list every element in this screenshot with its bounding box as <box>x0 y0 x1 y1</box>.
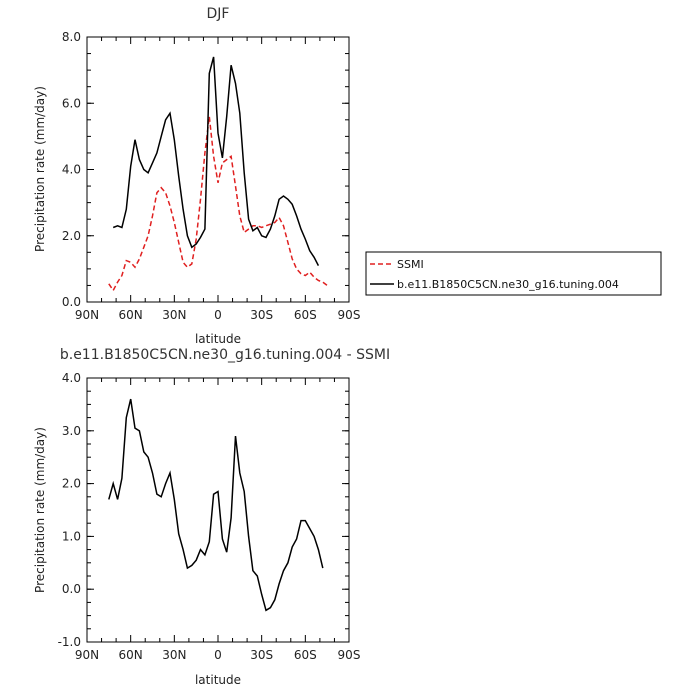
legend-label-ssmi: SSMI <box>397 258 424 271</box>
panel-bottom: b.e11.B1850C5CN.ne30_g16.tuning.004 - SS… <box>33 347 390 687</box>
ytick-label-top: 0.0 <box>62 295 81 309</box>
xtick-label-bottom: 30N <box>162 648 186 662</box>
xtick-label-bottom: 30S <box>250 648 273 662</box>
xtick-label-top: 30S <box>250 308 273 322</box>
ytick-label-bottom: -1.0 <box>58 635 81 649</box>
panel-top-tick-labels: 90N 60N 30N 0 30S 60S 90S 0.0 2.0 4.0 6.0 8.0 <box>62 30 361 322</box>
xtick-label-bottom: 60N <box>119 648 143 662</box>
series-line-top-0 <box>108 116 328 292</box>
panel-top-title: DJF <box>207 6 230 22</box>
ytick-label-top: 4.0 <box>62 163 81 177</box>
panel-top-ticks <box>86 36 350 303</box>
panel-bottom-title: b.e11.B1850C5CN.ne30_g16.tuning.004 - SS… <box>60 347 390 363</box>
legend: SSMI b.e11.B1850C5CN.ne30_g16.tuning.004 <box>365 251 662 296</box>
panel-top: DJF 90N 60N 30N 0 30S 60S 90S 0.0 2.0 4.0 6.0 8.0 l… <box>33 6 662 346</box>
panel-bottom-xlabel: latitude <box>195 673 241 687</box>
ytick-label-top: 8.0 <box>62 30 81 44</box>
panel-top-xlabel: latitude <box>195 332 241 346</box>
xtick-label-top: 60N <box>119 308 143 322</box>
ytick-label-bottom: 4.0 <box>62 371 81 385</box>
ytick-label-top: 2.0 <box>62 229 81 243</box>
panel-bottom-tick-labels: 90N 60N 30N 0 30S 60S 90S -1.0 0.0 1.0 2.0 3.0 4.0 <box>58 371 361 662</box>
panel-bottom-ylabel: Precipitation rate (mm/day) <box>33 427 47 593</box>
series-line-bottom-0 <box>108 398 324 612</box>
xtick-label-bottom: 90S <box>338 648 361 662</box>
panel-top-series <box>108 56 328 292</box>
xtick-label-top: 60S <box>294 308 317 322</box>
ytick-label-bottom: 0.0 <box>62 582 81 596</box>
xtick-label-top: 0 <box>214 308 222 322</box>
xtick-label-bottom: 60S <box>294 648 317 662</box>
xtick-label-bottom: 0 <box>214 648 222 662</box>
ytick-label-bottom: 2.0 <box>62 477 81 491</box>
legend-box <box>365 251 662 296</box>
panel-top-plot-frame <box>86 36 350 303</box>
ytick-label-top: 6.0 <box>62 96 81 110</box>
legend-label-model: b.e11.B1850C5CN.ne30_g16.tuning.004 <box>397 278 619 291</box>
panel-bottom-ticks <box>86 377 350 643</box>
ytick-label-bottom: 3.0 <box>62 424 81 438</box>
panel-bottom-series <box>108 398 324 612</box>
xtick-label-top: 90S <box>338 308 361 322</box>
ytick-label-bottom: 1.0 <box>62 529 81 543</box>
panel-top-ylabel: Precipitation rate (mm/day) <box>33 86 47 252</box>
xtick-label-top: 90N <box>75 308 99 322</box>
xtick-label-bottom: 90N <box>75 648 99 662</box>
xtick-label-top: 30N <box>162 308 186 322</box>
series-line-top-1 <box>112 56 320 266</box>
